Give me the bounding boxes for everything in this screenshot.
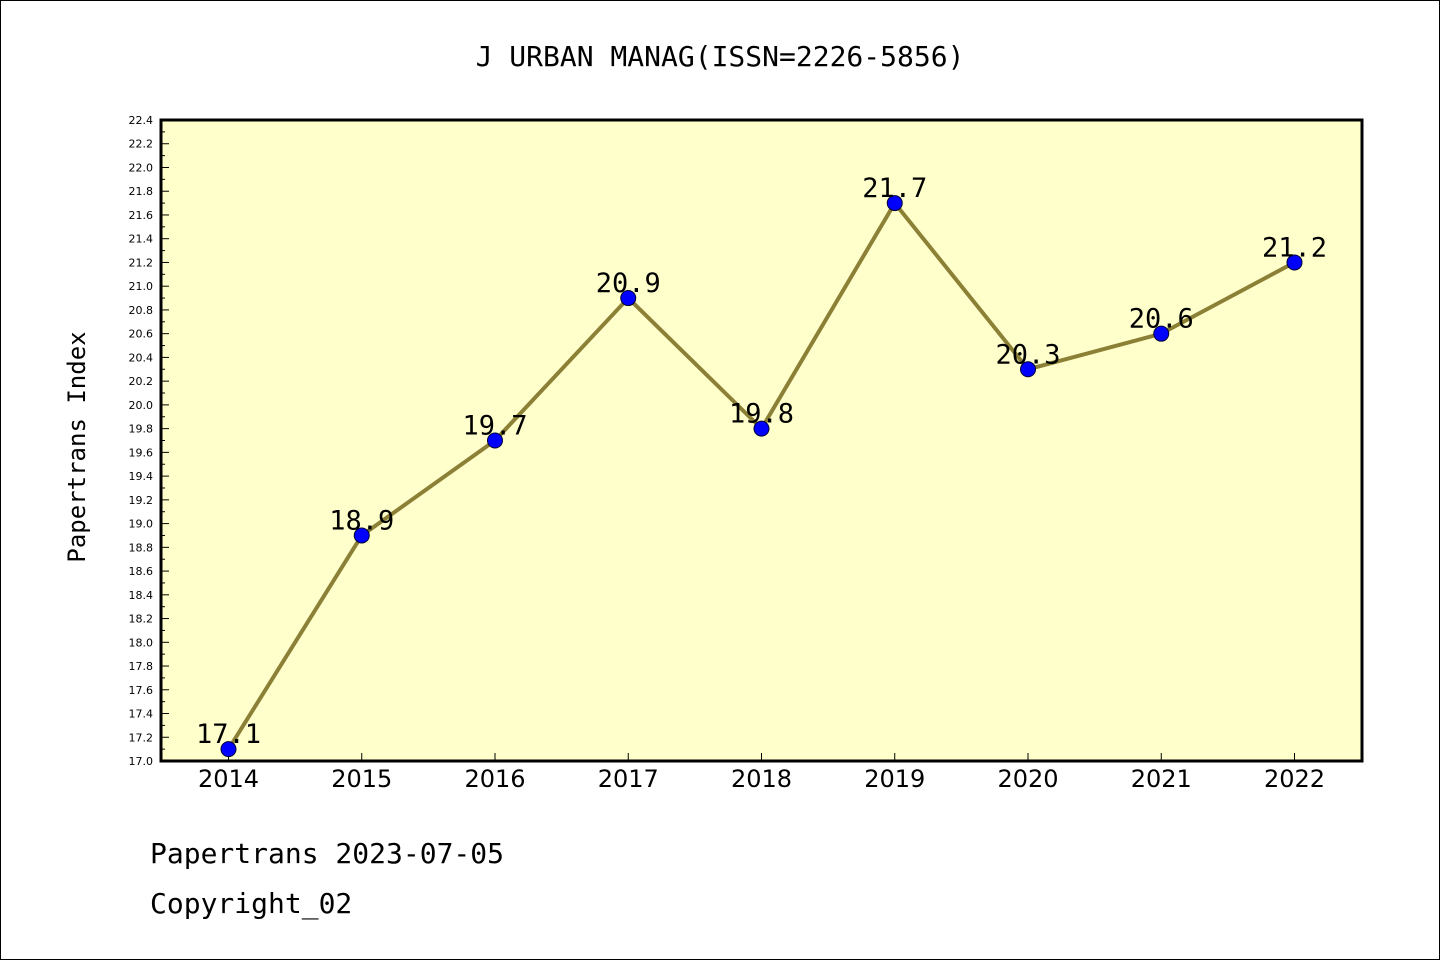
data-point [487, 432, 503, 449]
y-tick-label: 20.2 [129, 375, 154, 388]
data-point [620, 290, 637, 307]
chart-title: J URBAN MANAG(ISSN=2226-5856) [476, 40, 965, 73]
data-label: 17.1 [196, 719, 261, 750]
y-tick-label: 20.6 [129, 328, 154, 341]
x-tick-label: 2019 [864, 765, 925, 793]
x-tick-label: 2022 [1264, 765, 1325, 793]
data-labels: 17.1 18.9 19.7 20.9 19.8 21.7 20.3 20.6 21.2 [196, 173, 1327, 750]
data-label: 19.8 [729, 399, 794, 430]
y-tick-label: 18.0 [129, 636, 154, 649]
series-group [220, 195, 1303, 758]
y-tick-label: 21.8 [129, 185, 154, 198]
y-tick-label: 21.0 [129, 280, 154, 293]
x-tick-label: 2020 [997, 765, 1058, 793]
y-tick-label: 19.6 [129, 446, 154, 459]
data-point [886, 195, 903, 212]
data-label: 18.9 [329, 505, 394, 536]
data-point [753, 420, 770, 437]
data-label: 19.7 [462, 411, 527, 442]
footer-date-line: Papertrans 2023-07-05 [150, 837, 505, 870]
plot-area [161, 120, 1362, 761]
y-tick-label: 18.2 [129, 613, 154, 626]
y-tick-label: 19.4 [129, 470, 154, 483]
y-tick-label: 18.8 [129, 541, 154, 554]
x-tick-label: 2021 [1131, 765, 1192, 793]
y-tick-label: 21.6 [129, 209, 154, 222]
plot-border [159, 118, 1364, 763]
y-tick-label: 22.2 [129, 138, 154, 151]
x-tick-label: 2014 [198, 765, 259, 793]
data-label: 20.9 [596, 268, 661, 299]
y-tick-label: 18.4 [129, 589, 154, 602]
y-tick-label: 19.8 [129, 423, 154, 436]
data-point [1153, 325, 1170, 342]
y-tick-label: 19.0 [129, 518, 154, 531]
y-tick-label: 18.6 [129, 565, 154, 578]
data-label: 20.6 [1129, 304, 1194, 335]
y-tick-label: 17.6 [129, 684, 154, 697]
y-tick-label: 22.4 [129, 114, 154, 127]
x-tick-label: 2016 [464, 765, 525, 793]
y-tick-label: 21.4 [129, 233, 154, 246]
y-tick-label: 20.4 [129, 351, 154, 364]
data-label: 20.3 [995, 339, 1060, 370]
y-tick-label: 17.8 [129, 660, 154, 673]
footer-copyright: Copyright_02 [150, 887, 353, 920]
data-point [1286, 254, 1303, 271]
x-axis: 2014 2015 2016 2017 2018 2019 2020 2021 2022 [198, 753, 1325, 793]
y-tick-label: 19.2 [129, 494, 154, 507]
data-point [1020, 361, 1036, 378]
data-point [353, 527, 370, 544]
y-axis: 17.0 17.2 17.4 17.6 17.8 18.0 18.2 18.4 18.6 18.8… [129, 114, 169, 768]
y-axis-label: Papertrans Index [63, 331, 91, 562]
y-tick-label: 22.0 [129, 161, 154, 174]
y-tick-label: 20.8 [129, 304, 154, 317]
y-tick-label: 17.0 [129, 755, 154, 768]
y-tick-label: 21.2 [129, 256, 154, 269]
x-tick-label: 2018 [731, 765, 792, 793]
data-label: 21.7 [862, 173, 927, 204]
y-tick-label: 17.2 [129, 731, 154, 744]
y-tick-label: 20.0 [129, 399, 154, 412]
y-tick-label: 17.4 [129, 708, 154, 721]
x-tick-label: 2015 [331, 765, 392, 793]
data-point [220, 741, 237, 758]
x-tick-label: 2017 [598, 765, 659, 793]
data-label: 21.2 [1262, 232, 1327, 263]
